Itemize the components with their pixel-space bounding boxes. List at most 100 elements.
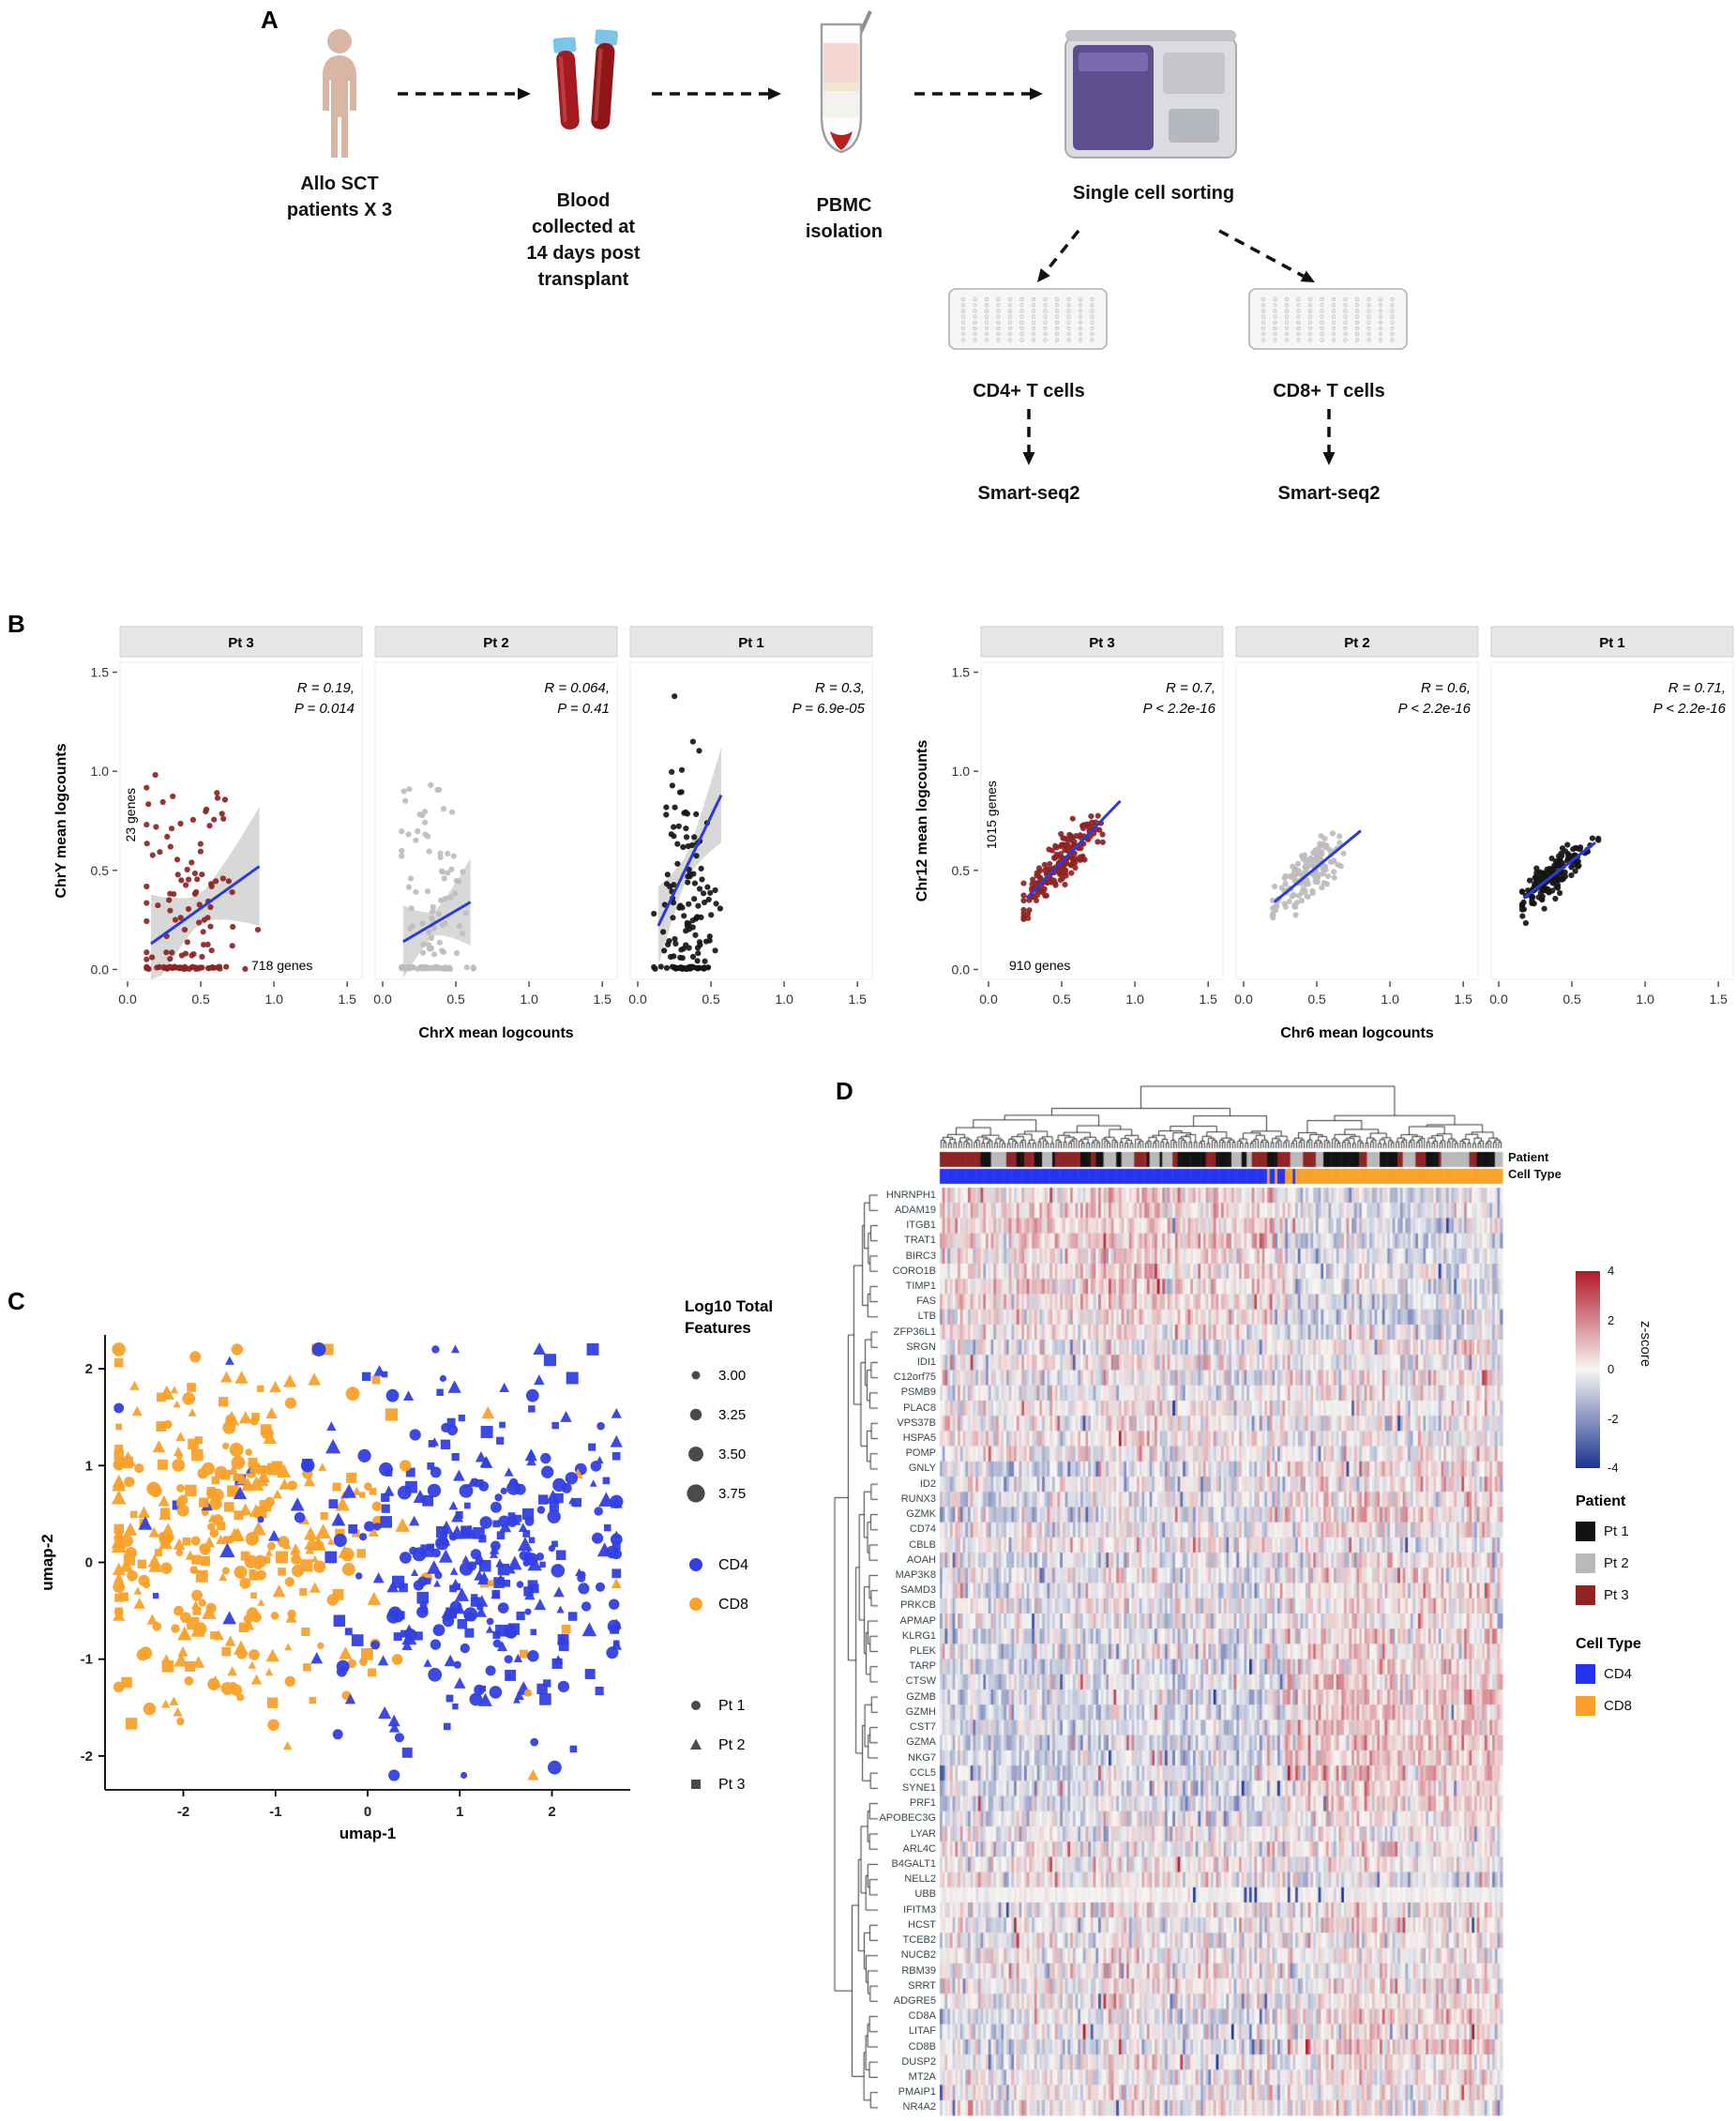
x-tick-label: 1.5 (593, 992, 611, 1007)
y-tick-label: 0.0 (952, 962, 971, 977)
smartseq2-right-label: Smart-seq2 (1277, 483, 1381, 504)
single-cell-sorting-label: Single cell sorting (1072, 183, 1235, 204)
gene-label: TRAT1 (903, 1235, 936, 1247)
size-legend-label: 3.00 (718, 1368, 746, 1384)
x-tick-label: 0.0 (628, 992, 647, 1007)
facet-strip (1235, 626, 1479, 658)
x-tick-label: 1.0 (1125, 992, 1144, 1007)
gene-label: MAP3K8 (895, 1568, 936, 1581)
x-tick-label: 0.5 (702, 992, 720, 1007)
gene-label: ID2 (919, 1477, 936, 1490)
gene-label: PMAIP1 (898, 2086, 936, 2098)
trend-line (1025, 799, 1122, 900)
gene-label: AOAH (906, 1553, 936, 1566)
gene-label: PSMB9 (900, 1386, 936, 1399)
gene-label: PLEK (909, 1645, 936, 1657)
gene-label: GZMA (906, 1736, 936, 1749)
y-tick-label: 1.5 (91, 665, 110, 680)
cell-sorter-icon (1064, 30, 1237, 159)
gene-label: NR4A2 (902, 2101, 936, 2113)
gene-label: GZMK (906, 1508, 936, 1521)
facet-strip (374, 626, 618, 658)
celltype-legend-title: Cell Type (1576, 1636, 1641, 1652)
chrxy-scatter-panel: ChrY mean logcounts 0.0 0.5 1.0 1.5 Pt 3 0.0 0.… (47, 614, 889, 1054)
umap-panel: -2 -1 0 1 2 -2 -1 0 1 2 umap-1 umap-2 Log10 Total Fea… (28, 1283, 835, 1874)
x-tick-label: 0 (364, 1804, 371, 1820)
blood-tubes-icon (552, 29, 618, 129)
x-tick-label: 0.5 (1052, 992, 1071, 1007)
size-legend-label: 3.50 (718, 1447, 746, 1462)
color-legend-label: CD8 (718, 1597, 748, 1613)
y-tick-label: 1.5 (952, 665, 971, 680)
confidence-band (402, 858, 471, 978)
trend-line (1522, 841, 1596, 900)
gene-label: APOBEC3G (879, 1812, 936, 1825)
gene-label: C12orf75 (893, 1371, 936, 1384)
flow-arrowhead (1037, 268, 1050, 282)
colorbar-tick-label: -4 (1608, 1461, 1619, 1475)
gene-label: IDI1 (916, 1356, 936, 1368)
gene-label: PLAC8 (903, 1401, 936, 1414)
x-axis-title: ChrX mean logcounts (418, 1025, 573, 1041)
x-tick-label: 1.0 (264, 992, 283, 1007)
facet-strip (980, 626, 1224, 658)
gene-label: RBM39 (901, 1964, 936, 1977)
x-tick-label: 2 (548, 1804, 555, 1820)
trend-line (1273, 829, 1362, 903)
x-tick-label: 1.0 (1636, 992, 1654, 1007)
gene-label: HCST (908, 1918, 936, 1931)
gene-label: CST7 (909, 1721, 936, 1734)
gene-label: GNLY (908, 1462, 936, 1475)
trend-line (402, 901, 472, 944)
gene-label: ZFP36L1 (893, 1326, 936, 1338)
flow-arrow (1218, 229, 1305, 278)
facet-stats-p: P < 2.2e-16 (1143, 701, 1216, 717)
x-tick-label: -1 (269, 1804, 281, 1820)
panel-b-label: B (8, 610, 25, 638)
patient-legend-title: Patient (1576, 1493, 1626, 1509)
gene-label: SRGN (906, 1341, 936, 1353)
x-tick-label: 0.0 (1234, 992, 1253, 1007)
color-legend-marker (689, 1598, 702, 1611)
zscore-colorbar (1576, 1271, 1600, 1468)
gene-label: GZMH (905, 1705, 936, 1718)
facet-strip-label: Pt 2 (1344, 635, 1370, 651)
celltype-legend-swatch (1576, 1664, 1595, 1684)
x-tick-label: 1.5 (848, 992, 867, 1007)
patient-legend-swatch (1576, 1522, 1595, 1541)
facet-strip-label: Pt 1 (738, 635, 764, 651)
flow-arrowhead (1322, 452, 1336, 465)
panel-a-label: A (261, 6, 279, 34)
facet-strip (119, 626, 363, 658)
gene-label: CCL5 (909, 1766, 936, 1779)
gene-label: CD8A (908, 2010, 936, 2023)
x-tick-label: 0.5 (1307, 992, 1326, 1007)
facet-stats-p: P = 0.41 (557, 701, 610, 717)
patient-annotation-label: Patient (1508, 1150, 1549, 1164)
umap-scatter: -2 -1 0 1 2 -2 -1 0 1 2 umap-1 umap-2 Log10 Total Fea… (38, 1297, 773, 1842)
zscore-axis-title: z-score (1638, 1321, 1653, 1368)
gene-label: SYNE1 (901, 1781, 936, 1794)
facet-stats-p: P < 2.2e-16 (1653, 701, 1727, 717)
panel-c-label: C (8, 1287, 25, 1315)
gene-label: POMP (905, 1447, 936, 1460)
color-legend-label: CD4 (718, 1557, 748, 1573)
gene-label: APMAP (899, 1614, 936, 1627)
flow-arrowhead (768, 87, 781, 100)
celltype-legend-label: CD8 (1604, 1698, 1633, 1714)
y-axis-title: Chr12 mean logcounts (914, 740, 930, 902)
x-gene-count: 718 genes (251, 958, 312, 973)
facet-stats-r: R = 0.6, (1421, 680, 1471, 696)
trend-line (150, 865, 261, 946)
x-tick-label: 0.5 (191, 992, 210, 1007)
facet-strip-label: Pt 1 (1599, 635, 1625, 651)
scatter-points (399, 781, 476, 973)
x-axis-title: umap-1 (340, 1825, 396, 1842)
pbmc-tube-icon (820, 10, 872, 154)
y-gene-count: 23 genes (123, 788, 138, 842)
cd8-tcells-label: CD8+ T cells (1273, 381, 1385, 401)
gene-label: TARP (909, 1660, 936, 1673)
colorbar-tick-label: 0 (1608, 1362, 1615, 1376)
facet-strip-label: Pt 3 (228, 635, 254, 651)
gene-label: B4GALT1 (891, 1858, 937, 1870)
